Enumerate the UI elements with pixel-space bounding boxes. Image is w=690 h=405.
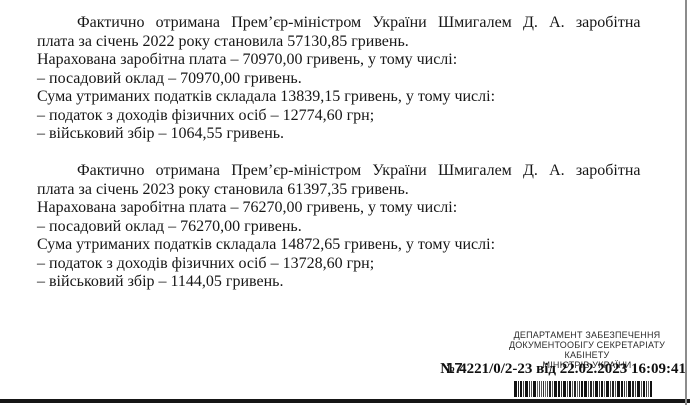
paragraph-line: – податок з доходів фізичних осіб – 1372… (37, 254, 375, 272)
salary-paragraph-2022: Фактично отримана Прем’єр-міністром Укра… (37, 14, 643, 144)
paragraph-line: Нарахована заробітна плата – 76270,00 гр… (37, 199, 458, 216)
paragraph-line: – посадовий оклад – 76270,00 гривень. (37, 217, 302, 235)
stamp-registration-number: № 4221/0/2-23 від 22.02.2023 16:09:41 (440, 361, 686, 377)
paragraph-line: Сума утриманих податків складала 13839,1… (37, 88, 496, 105)
paragraph-line: плата за січень 2022 року становила 5713… (37, 32, 409, 50)
right-border-line (685, 0, 687, 405)
paragraph-line: Фактично отримана Прем’єр-міністром Укра… (77, 14, 641, 31)
paragraph-line: – військовий збір – 1144,05 гривень. (37, 273, 284, 290)
paragraph-line: Нарахована заробітна плата – 70970,00 гр… (37, 51, 458, 68)
paragraph-line: плата за січень 2023 року становила 6139… (37, 180, 409, 198)
barcode-icon (514, 381, 652, 397)
page-number: 17 (446, 360, 463, 377)
paragraph-line: Сума утриманих податків складала 14872,6… (37, 236, 496, 253)
paragraph-line: – посадовий оклад – 70970,00 гривень. (37, 69, 302, 87)
document-body: Фактично отримана Прем’єр-міністром Укра… (37, 14, 643, 292)
paragraph-line: Фактично отримана Прем’єр-міністром Укра… (77, 162, 641, 179)
stamp-department-name: ДЕПАРТАМЕНТ ЗАБЕЗПЕЧЕННЯ ДОКУМЕНТООБІГУ … (490, 330, 684, 370)
bottom-border-line (0, 399, 690, 403)
paragraph-line: – податок з доходів фізичних осіб – 1277… (37, 106, 375, 124)
salary-paragraph-2023: Фактично отримана Прем’єр-міністром Укра… (37, 162, 643, 292)
stamp-department-line: ДЕПАРТАМЕНТ ЗАБЕЗПЕЧЕННЯ (513, 330, 661, 340)
paragraph-line: – військовий збір – 1064,55 гривень. (37, 125, 285, 142)
stamp-department-line: МІНІСТРІВ УКРАЇНИ (542, 360, 632, 370)
stamp-department-line: ДОКУМЕНТООБІГУ СЕКРЕТАРІАТУ КАБІНЕТУ (508, 340, 666, 360)
